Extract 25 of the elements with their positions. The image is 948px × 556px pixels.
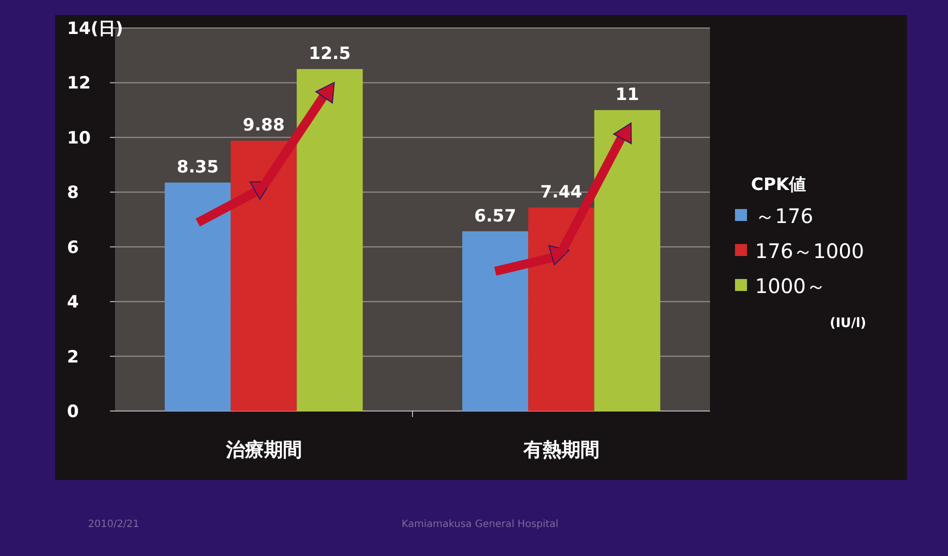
bar (296, 69, 363, 411)
legend-label: 1000～ (755, 274, 826, 298)
text: Kamiamakusa General Hospital (402, 519, 558, 530)
y-tick-label: 4 (67, 292, 79, 313)
legend-label: ～176 (755, 204, 814, 228)
x-tick-label: 治療期間 (224, 439, 302, 461)
x-tick-label: 有熱期間 (522, 439, 600, 461)
y-tick-label: 14(日) (67, 19, 124, 39)
data-label: 7.44 (540, 182, 582, 202)
data-label: 9.88 (242, 116, 285, 136)
y-tick-label: 8 (67, 183, 79, 204)
text: 2010/2/21 (88, 519, 140, 530)
bar (594, 110, 660, 411)
y-tick-label: 10 (67, 128, 91, 148)
data-label: 12.5 (308, 44, 351, 64)
legend-title: CPK値 (751, 175, 806, 195)
y-tick-label: 2 (67, 347, 79, 368)
data-label: 6.57 (474, 206, 516, 226)
data-label: 8.35 (176, 158, 219, 178)
y-tick-label: 0 (67, 402, 79, 422)
text: (IU/l) (830, 316, 866, 331)
y-tick-label: 6 (67, 238, 79, 258)
data-label: 11 (615, 85, 640, 106)
legend-label: 176～1000 (755, 239, 864, 263)
y-tick-label: 12 (67, 74, 91, 94)
